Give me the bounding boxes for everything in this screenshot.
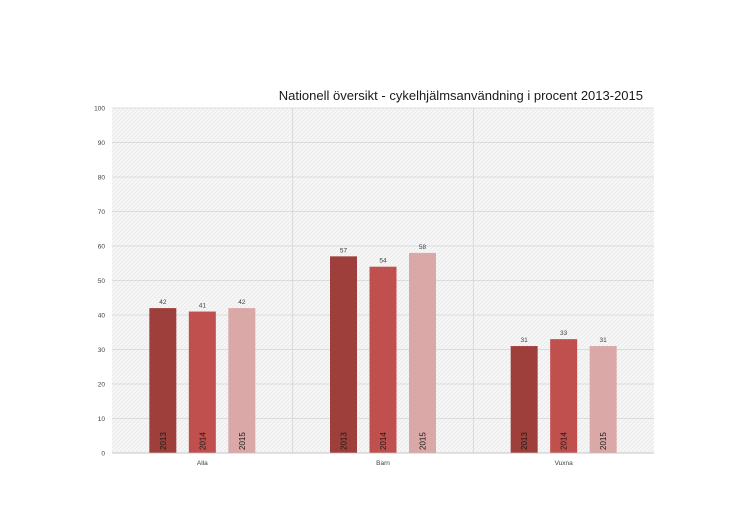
x-category-label: Vuxna bbox=[555, 460, 574, 467]
y-tick-label: 50 bbox=[98, 278, 106, 285]
data-label: 54 bbox=[379, 258, 387, 265]
y-tick-label: 100 bbox=[94, 105, 105, 112]
y-tick-label: 70 bbox=[98, 209, 106, 216]
bar-series-label: 2013 bbox=[520, 432, 529, 450]
bar-series-label: 2015 bbox=[419, 432, 428, 450]
bar bbox=[550, 339, 578, 453]
x-category-label: Barn bbox=[376, 460, 390, 467]
bar-series-label: 2014 bbox=[379, 432, 388, 450]
y-tick-label: 0 bbox=[101, 450, 105, 457]
y-tick-label: 80 bbox=[98, 174, 106, 181]
y-tick-label: 60 bbox=[98, 243, 106, 250]
data-label: 41 bbox=[199, 303, 207, 310]
bar bbox=[228, 308, 256, 453]
bar-series-label: 2014 bbox=[560, 432, 569, 450]
bar bbox=[409, 252, 436, 453]
y-tick-label: 10 bbox=[98, 416, 106, 423]
bar bbox=[369, 266, 397, 453]
y-tick-label: 40 bbox=[98, 312, 106, 319]
data-label: 57 bbox=[340, 247, 348, 254]
data-label: 31 bbox=[600, 337, 608, 344]
y-tick-label: 30 bbox=[98, 347, 106, 354]
chart-title: Nationell översikt - cykelhjälmsanvändni… bbox=[279, 88, 643, 103]
bar-series-label: 2013 bbox=[159, 432, 168, 450]
bar-series-label: 2014 bbox=[198, 432, 207, 450]
bars: 42 2013 41 2014 42 2015 57 2013 54 2014 58 2015 31 20… bbox=[149, 244, 617, 453]
y-tick-label: 90 bbox=[98, 140, 106, 147]
y-axis: 0 10 20 30 40 50 60 70 80 90 100 bbox=[94, 105, 105, 457]
bar-series-label: 2015 bbox=[238, 432, 247, 450]
data-label: 31 bbox=[521, 337, 529, 344]
bar bbox=[149, 308, 177, 453]
bar-series-label: 2013 bbox=[340, 432, 349, 450]
data-label: 58 bbox=[419, 244, 427, 251]
data-label: 33 bbox=[560, 330, 568, 337]
x-axis: Alla Barn Vuxna bbox=[112, 452, 654, 467]
data-label: 42 bbox=[159, 299, 167, 306]
bar bbox=[188, 311, 216, 453]
bar bbox=[330, 256, 357, 453]
bar bbox=[510, 346, 538, 453]
x-category-label: Alla bbox=[197, 460, 208, 467]
bar bbox=[589, 346, 617, 453]
bar-series-label: 2015 bbox=[599, 432, 608, 450]
data-label: 42 bbox=[238, 299, 246, 306]
y-tick-label: 20 bbox=[98, 381, 106, 388]
